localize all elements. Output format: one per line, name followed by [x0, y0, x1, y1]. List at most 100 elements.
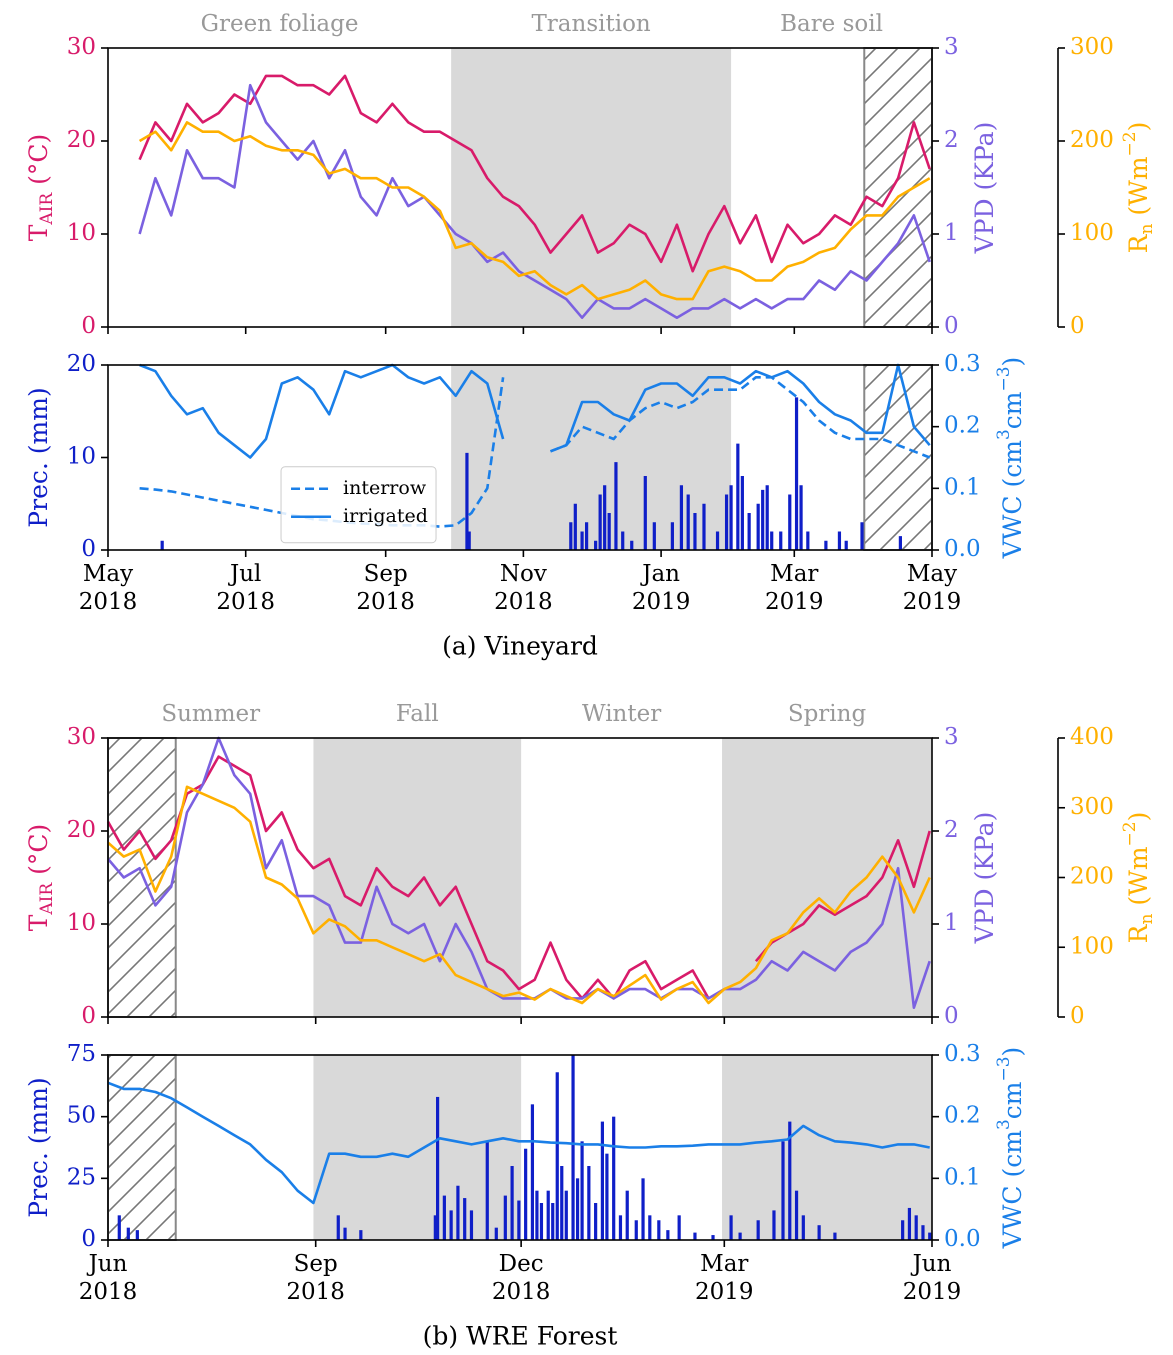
precip-bar [618, 1215, 623, 1240]
precip-bar [670, 522, 674, 550]
caption: (b) WRE Forest [423, 1322, 618, 1351]
precip-bar [634, 1220, 638, 1240]
hatched-span [107, 737, 177, 1018]
precip-bar [546, 1190, 550, 1240]
y-tick-label: 75 [67, 1041, 96, 1067]
precip-bar [715, 531, 720, 550]
period-label: Fall [396, 701, 439, 727]
precip-bar [817, 1225, 821, 1240]
y-tick-label: 25 [67, 1164, 96, 1190]
label-part: −2 [1120, 821, 1140, 846]
hatched-span [863, 47, 934, 328]
y-tick-label: 400 [1070, 724, 1114, 750]
y-tick-label: 2 [944, 127, 959, 153]
precip-bar [539, 1203, 544, 1240]
precip-bar [756, 503, 760, 550]
precip-bar [126, 1227, 130, 1240]
series-line [138, 83, 931, 319]
period-label: Summer [161, 701, 260, 727]
y-tick-label: 1 [944, 910, 959, 936]
precip-bar [510, 1166, 514, 1240]
label-part: AIR [37, 882, 57, 916]
y-tick-label: 0 [944, 313, 959, 339]
y-axis-label: Prec. (mm) [24, 1077, 53, 1217]
precip-bar [603, 485, 607, 550]
precip-bar [729, 485, 733, 550]
precip-bar [594, 1203, 598, 1240]
precip-bar [677, 1215, 681, 1240]
precip-bar [569, 522, 573, 550]
label-part: ) [1124, 812, 1153, 822]
label-part: cm [998, 1081, 1027, 1119]
series-line [107, 736, 931, 1009]
precip-bar [765, 485, 769, 550]
label-part: 3 [994, 1119, 1014, 1130]
label-part: −2 [1120, 131, 1140, 156]
precip-bar [772, 1210, 776, 1240]
y-tick-label: 0 [81, 1003, 96, 1029]
precip-bar [524, 1148, 528, 1240]
precip-bar [467, 531, 471, 550]
y-tick-label: 0.1 [944, 474, 981, 500]
precip-bar [761, 489, 765, 550]
precip-bar [686, 494, 690, 550]
y-tick-label: 20 [67, 127, 96, 153]
period-label: Green foliage [201, 11, 359, 37]
label-part: VWC (cm [998, 440, 1027, 560]
x-tick-label: Jun 2019 [903, 1251, 962, 1305]
y-tick-label: 20 [67, 817, 96, 843]
precip-bar [503, 1195, 507, 1240]
y-tick-label: 300 [1070, 34, 1114, 60]
precip-bar [724, 494, 729, 550]
y-tick-label: 30 [67, 34, 96, 60]
precip-bar [456, 1185, 460, 1240]
label-part: T [24, 914, 53, 931]
label-part: AIR [37, 192, 57, 226]
precip-bar [535, 1190, 539, 1240]
y2-axis-label: VPD (KPa) [970, 812, 999, 945]
precip-bar [625, 1190, 629, 1240]
shaded-span [451, 365, 732, 550]
label-part: 3 [994, 429, 1014, 440]
label-part: cm [998, 391, 1027, 429]
label-part: ) [998, 1047, 1027, 1057]
y-tick-label: 10 [67, 444, 96, 470]
precip-bar [928, 1232, 932, 1240]
caption: (a) Vineyard [442, 632, 598, 661]
y-tick-label: 0.0 [944, 536, 981, 562]
shaded-span [722, 738, 932, 1017]
y3-axis-label: Rn (Wm−2) [1120, 812, 1157, 944]
precip-bar [575, 1178, 580, 1240]
precip-bar [666, 1230, 670, 1240]
x-tick-label: Dec 2018 [492, 1251, 551, 1305]
label-part: (°C) [24, 134, 53, 193]
precip-bar [433, 1215, 437, 1240]
precip-bar [833, 1232, 837, 1240]
x-tick-label: Nov 2018 [494, 561, 553, 615]
y-tick-label: 30 [67, 724, 96, 750]
label-part: R [1124, 233, 1153, 253]
y-axis-label: TAIR (°C) [24, 134, 57, 242]
y-tick-label: 0.3 [944, 351, 981, 377]
label-part: VPD (KPa) [970, 812, 999, 945]
precip-bar [442, 1195, 446, 1240]
y2-axis-label: VWC (cm3cm−3) [994, 357, 1027, 560]
precip-bar [621, 531, 625, 550]
precip-bar [564, 1190, 568, 1240]
label-part: −3 [994, 366, 1014, 391]
y2-axis-label: VPD (KPa) [970, 122, 999, 255]
precip-bar [573, 503, 577, 550]
precip-bar [679, 485, 684, 550]
series-line [139, 363, 931, 459]
precip-bar [494, 1227, 498, 1240]
y-tick-label: 0.3 [944, 1041, 981, 1067]
precip-bar [794, 397, 799, 550]
precip-bar [571, 1055, 575, 1240]
precip-bar [449, 1210, 453, 1240]
y-tick-label: 50 [67, 1103, 96, 1129]
label-part: R [1124, 923, 1153, 943]
precip-bar [587, 1166, 591, 1240]
precip-bar [117, 1215, 121, 1240]
y-tick-label: 0.0 [944, 1226, 981, 1252]
